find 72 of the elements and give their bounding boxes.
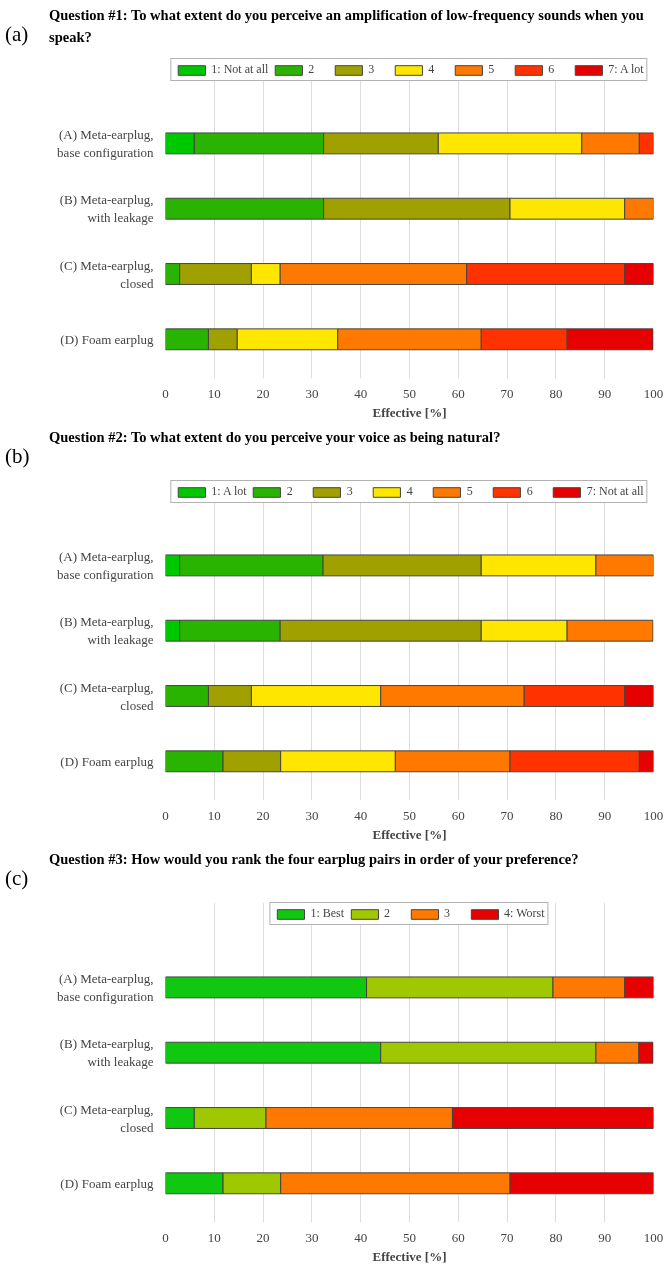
- x-tick-label: 70: [500, 385, 514, 401]
- x-tick-label: 50: [403, 807, 416, 823]
- x-tick-label: 20: [256, 807, 270, 823]
- x-tick-label: 70: [500, 1229, 514, 1245]
- legend-label: 1: Not at all: [211, 62, 269, 77]
- y-tick-label: (B) Meta-earplug, with leakage: [59, 614, 154, 648]
- legend-label: 6: [548, 62, 556, 77]
- legend-label: 2: [308, 62, 316, 77]
- y-tick-label: (C) Meta-earplug, closed: [59, 1101, 154, 1135]
- x-tick-label: 80: [549, 807, 563, 823]
- legend-label: 7: Not at all: [586, 484, 644, 499]
- x-tick-label: 30: [305, 807, 319, 823]
- legend-label: 3: [444, 906, 452, 921]
- y-tick-label: (D) Foam earplug: [60, 331, 154, 347]
- legend-label: 1: A lot: [211, 484, 247, 499]
- x-tick-label: 60: [451, 1229, 465, 1245]
- y-tick-label: (A) Meta-earplug, base configuration: [57, 548, 154, 582]
- x-tick-label: 100: [643, 385, 664, 401]
- x-tick-label: 80: [549, 1229, 563, 1245]
- y-tick-label: (C) Meta-earplug, closed: [59, 257, 154, 291]
- legend-label: 1: Best: [310, 906, 345, 921]
- legend-label: 7: A lot: [608, 62, 644, 77]
- x-tick-label: 10: [207, 1229, 221, 1245]
- x-tick-label: 80: [549, 385, 563, 401]
- legend-label: 2: [286, 484, 294, 499]
- x-tick-label: 40: [354, 385, 368, 401]
- y-tick-label: (D) Foam earplug: [60, 753, 154, 769]
- x-tick-label: 0: [162, 807, 169, 823]
- y-tick-label: (B) Meta-earplug, with leakage: [59, 192, 154, 226]
- x-tick-label: 60: [451, 385, 465, 401]
- legend-label: 2: [384, 906, 392, 921]
- legend-label: 4: Worst: [504, 906, 545, 921]
- x-tick-label: 50: [403, 385, 416, 401]
- x-tick-label: 30: [305, 385, 319, 401]
- x-axis-title: Effective [%]: [372, 404, 447, 420]
- text: (a): [5, 21, 29, 48]
- legend-label: 3: [346, 484, 354, 499]
- x-tick-label: 60: [451, 807, 465, 823]
- legend-label: 4: [428, 62, 436, 77]
- legend-label: 5: [466, 484, 474, 499]
- x-tick-label: 90: [598, 385, 612, 401]
- y-tick-label: (D) Foam earplug: [60, 1175, 154, 1191]
- x-tick-label: 10: [207, 385, 221, 401]
- legend-label: 5: [488, 62, 496, 77]
- x-tick-label: 100: [643, 1229, 664, 1245]
- x-tick-label: 0: [162, 1229, 169, 1245]
- x-tick-label: 30: [305, 1229, 319, 1245]
- x-tick-label: 20: [256, 385, 270, 401]
- x-tick-label: 50: [403, 1229, 416, 1245]
- y-tick-label: (A) Meta-earplug, base configuration: [57, 970, 154, 1004]
- x-tick-label: 0: [162, 385, 169, 401]
- y-tick-label: (C) Meta-earplug, closed: [59, 679, 154, 713]
- x-tick-label: 40: [354, 1229, 368, 1245]
- legend-label: 6: [526, 484, 534, 499]
- x-tick-label: 90: [598, 1229, 612, 1245]
- x-tick-label: 100: [643, 807, 664, 823]
- text: (b): [5, 443, 30, 470]
- x-tick-label: 90: [598, 807, 612, 823]
- y-tick-label: (A) Meta-earplug, base configuration: [57, 126, 154, 160]
- y-tick-label: (B) Meta-earplug, with leakage: [59, 1036, 154, 1070]
- chart-title: Question #1: To what extent do you perceive an amplification of low-frequency sounds when you speak?: [49, 6, 645, 47]
- x-axis-title: Effective [%]: [372, 826, 447, 842]
- text: (c): [5, 865, 29, 892]
- legend-label: 4: [406, 484, 414, 499]
- x-tick-label: 10: [207, 807, 221, 823]
- x-tick-label: 20: [256, 1229, 270, 1245]
- chart-title: Question #3: How would you rank the four earplug pairs in order of your preference?: [49, 850, 579, 869]
- chart-title: Question #2: To what extent do you perceive your voice as being natural?: [49, 428, 501, 447]
- x-axis-title: Effective [%]: [372, 1248, 447, 1264]
- legend-label: 3: [368, 62, 376, 77]
- x-tick-label: 40: [354, 807, 368, 823]
- x-tick-label: 70: [500, 807, 514, 823]
